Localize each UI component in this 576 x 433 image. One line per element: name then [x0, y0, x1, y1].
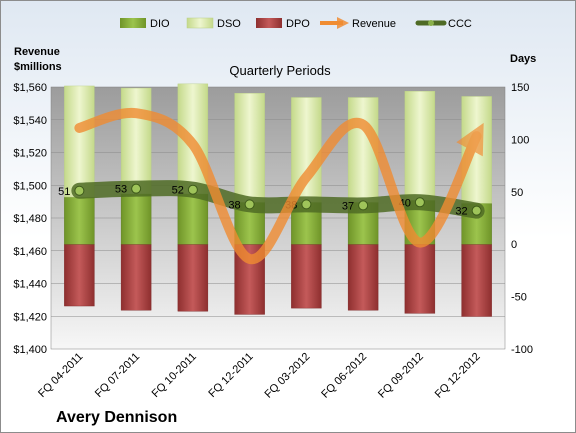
- y-right-tick-label: 0: [511, 239, 517, 251]
- bar-dpo: [404, 243, 436, 314]
- y-left-tick-label: $1,500: [13, 180, 47, 192]
- legend-label-dso: DSO: [217, 18, 241, 30]
- ccc-data-label: 52: [172, 185, 184, 197]
- ccc-data-label: 51: [58, 186, 70, 198]
- ccc-data-label: 53: [115, 184, 127, 196]
- y-left-tick-label: $1,540: [13, 115, 47, 127]
- y-right-tick-label: -100: [511, 344, 533, 356]
- ccc-point: [414, 197, 425, 208]
- ccc-point: [471, 205, 482, 216]
- ccc-point: [301, 199, 312, 210]
- bar-dpo: [177, 243, 209, 312]
- legend-label-dpo: DPO: [286, 18, 310, 30]
- y-left-title-line2: $millions: [14, 61, 62, 73]
- y-right-tick-label: 100: [511, 134, 529, 146]
- y-left-axis: $1,400 $1,420 $1,440 $1,460 $1,480 $1,500 $1,5…: [13, 82, 47, 356]
- legend-swatch-dio: [120, 18, 146, 28]
- legend: DIO DSO DPO Revenue CCC: [120, 17, 472, 30]
- x-axis-labels: FQ 04-2011 FQ 07-2011 FQ 10-2011 FQ 12-2011…: [36, 351, 483, 401]
- legend-marker-ccc: [428, 20, 434, 26]
- legend-label-ccc: CCC: [448, 18, 472, 30]
- y-right-tick-label: -50: [511, 292, 527, 304]
- y-left-tick-label: $1,420: [13, 311, 47, 323]
- bar-dpo: [120, 243, 152, 311]
- bar-dso: [404, 90, 436, 201]
- x-tick-label: FQ 07-2011: [93, 351, 142, 400]
- ccc-data-label: 32: [455, 206, 467, 218]
- y-right-tick-label: 50: [511, 187, 523, 199]
- x-tick-label: FQ 06-2012: [319, 351, 369, 401]
- legend-label-dio: DIO: [150, 18, 170, 30]
- ccc-point: [244, 199, 255, 210]
- y-left-tick-label: $1,480: [13, 213, 47, 225]
- bar-dpo: [64, 243, 95, 307]
- ccc-data-label: 37: [342, 200, 354, 212]
- legend-label-revenue: Revenue: [352, 18, 396, 30]
- y-left-tick-label: $1,560: [13, 82, 47, 94]
- bar-dso: [234, 93, 265, 203]
- bar-dso: [120, 87, 152, 195]
- x-tick-label: FQ 12-2012: [433, 351, 483, 401]
- y-left-tick-label: $1,400: [13, 344, 47, 356]
- x-tick-label: FQ 12-2011: [206, 351, 255, 400]
- ccc-point: [131, 183, 142, 194]
- x-tick-label: FQ 10-2011: [150, 351, 199, 400]
- y-left-tick-label: $1,460: [13, 246, 47, 258]
- ccc-point: [358, 200, 369, 211]
- bar-series: [64, 83, 492, 317]
- bar-dio: [64, 196, 95, 245]
- ccc-point: [187, 184, 198, 195]
- y-left-title-line1: Revenue: [14, 46, 60, 58]
- bar-dpo: [461, 243, 492, 317]
- y-left-tick-label: $1,520: [13, 148, 47, 160]
- legend-swatch-dpo: [256, 18, 282, 28]
- y-left-tick-label: $1,440: [13, 279, 47, 291]
- x-tick-label: FQ 03-2012: [263, 351, 313, 401]
- bar-dio: [120, 193, 152, 245]
- bar-dpo: [291, 243, 322, 309]
- y-right-title: Days: [510, 53, 536, 65]
- company-name: Avery Dennison: [56, 409, 177, 426]
- y-right-axis: -100 -50 0 50 100 150: [511, 82, 533, 356]
- ccc-point: [74, 185, 85, 196]
- bar-dio: [177, 193, 209, 245]
- legend-swatch-dso: [186, 17, 214, 29]
- y-right-tick-label: 150: [511, 82, 529, 94]
- x-tick-label: FQ 04-2011: [36, 351, 85, 400]
- bar-dso: [64, 85, 95, 198]
- bar-dpo: [347, 243, 379, 311]
- x-tick-label: FQ 09-2012: [376, 351, 426, 401]
- revenue-line: [74, 107, 484, 264]
- chart-title: Quarterly Periods: [229, 63, 331, 78]
- ccc-data-label: 38: [228, 199, 240, 211]
